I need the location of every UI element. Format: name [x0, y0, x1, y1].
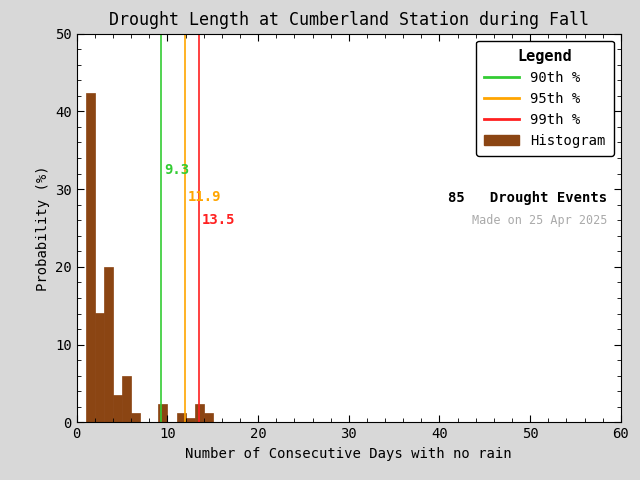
Bar — [158, 404, 168, 422]
Title: Drought Length at Cumberland Station during Fall: Drought Length at Cumberland Station dur… — [109, 11, 589, 29]
Legend: 90th %, 95th %, 99th %, Histogram: 90th %, 95th %, 99th %, Histogram — [476, 40, 614, 156]
Bar — [86, 93, 95, 422]
Bar — [186, 418, 195, 422]
Bar — [122, 376, 131, 422]
Text: 85   Drought Events: 85 Drought Events — [448, 191, 607, 205]
Bar — [204, 413, 212, 422]
Text: 9.3: 9.3 — [164, 163, 189, 177]
Bar — [195, 404, 204, 422]
Bar — [131, 413, 140, 422]
Text: Made on 25 Apr 2025: Made on 25 Apr 2025 — [472, 215, 607, 228]
Bar — [177, 413, 186, 422]
Bar — [113, 395, 122, 422]
Y-axis label: Probability (%): Probability (%) — [36, 165, 50, 291]
Bar — [104, 267, 113, 422]
Bar — [95, 313, 104, 422]
X-axis label: Number of Consecutive Days with no rain: Number of Consecutive Days with no rain — [186, 447, 512, 461]
Text: 11.9: 11.9 — [188, 190, 221, 204]
Text: 13.5: 13.5 — [202, 213, 236, 227]
